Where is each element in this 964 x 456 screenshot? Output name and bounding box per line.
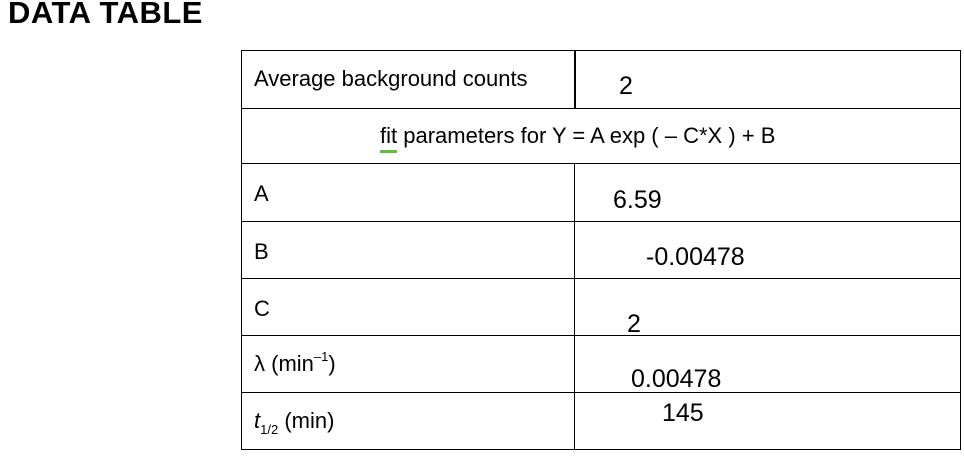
param-b-label: B [254, 239, 269, 264]
page-title: DATA TABLE [8, 0, 203, 30]
row-divider [242, 335, 960, 336]
param-c-value: 2 [627, 310, 641, 338]
half-life-symbol: t [254, 408, 261, 433]
fit-equation-text: parameters for Y = A exp ( – C*X ) + B [397, 123, 776, 148]
lambda-unit-close: ) [328, 351, 336, 376]
background-value: 2 [619, 72, 633, 100]
row-divider [242, 278, 960, 279]
column-divider [574, 51, 576, 108]
fit-equation-header: fit parameters for Y = A exp ( – C*X ) +… [380, 123, 776, 153]
param-b-value: -0.00478 [646, 243, 745, 271]
row-divider [242, 392, 960, 393]
lambda-exponent: –1 [313, 349, 329, 364]
lambda-value: 0.00478 [631, 365, 722, 393]
data-table: Average background counts 2 fit paramete… [241, 50, 961, 450]
param-c-label: C [254, 296, 270, 321]
fit-word: fit [380, 123, 398, 153]
column-divider [574, 163, 575, 450]
lambda-unit: (min [265, 351, 314, 376]
param-a-value: 6.59 [613, 186, 662, 214]
lambda-symbol: λ [254, 351, 265, 376]
param-a-label: A [254, 181, 269, 206]
half-life-label: t1/2 (min) [254, 408, 335, 437]
half-life-unit: (min) [278, 408, 335, 433]
background-label: Average background counts [254, 66, 528, 91]
row-divider [242, 108, 960, 109]
lambda-label: λ (min–1) [254, 349, 336, 377]
half-life-value: 145 [662, 399, 704, 427]
row-divider [242, 163, 960, 164]
half-life-subscript: 1/2 [260, 422, 279, 437]
row-divider [242, 221, 960, 222]
